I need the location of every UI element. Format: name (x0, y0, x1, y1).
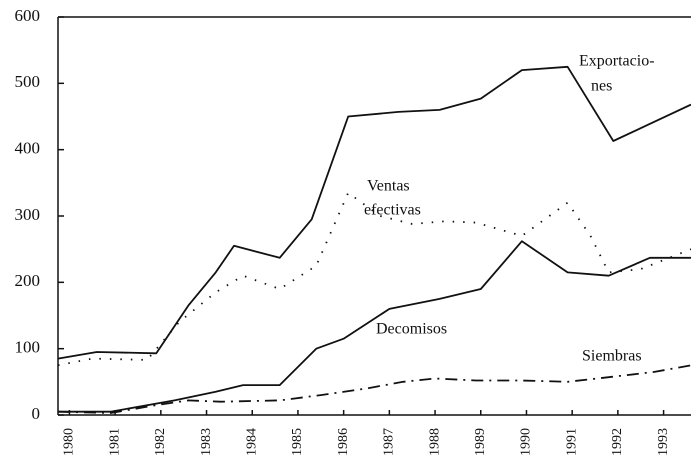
x-tick-label: 1993 (656, 428, 671, 456)
series-line (57, 191, 691, 367)
series-line (58, 240, 691, 413)
x-tick-label: 1981 (107, 428, 122, 456)
y-tick-label: 100 (15, 338, 41, 357)
y-tick-label: 0 (32, 404, 41, 423)
x-tick-label: 1988 (427, 428, 442, 456)
annotation: Siembras (582, 348, 642, 365)
x-tick-label: 1991 (564, 428, 579, 456)
x-tick-label: 1987 (382, 428, 397, 456)
x-tick-label: 1983 (199, 428, 214, 456)
y-tick-label: 500 (15, 72, 41, 91)
annotation: efectivas (364, 202, 421, 219)
y-tick-label: 600 (15, 6, 41, 25)
x-tick-label: 1984 (244, 428, 259, 456)
x-tick-label: 1992 (610, 428, 625, 456)
annotation: Exportacio- (579, 53, 655, 70)
x-tick-label: 1989 (473, 428, 488, 456)
series-line (57, 364, 691, 414)
annotation: Decomisos (376, 321, 447, 338)
x-tick-label: 1986 (336, 428, 351, 456)
x-tick-label: 1982 (153, 428, 168, 456)
x-tick-label: 1980 (62, 428, 77, 456)
y-tick-label: 300 (15, 205, 41, 224)
annotation: Ventas (367, 178, 410, 195)
y-tick-label: 200 (15, 271, 41, 290)
x-tick-label: 1985 (290, 428, 305, 456)
series-line (57, 65, 691, 360)
y-tick-label: 400 (15, 139, 41, 158)
annotation: nes (591, 78, 612, 95)
x-tick-label: 1990 (519, 428, 534, 456)
